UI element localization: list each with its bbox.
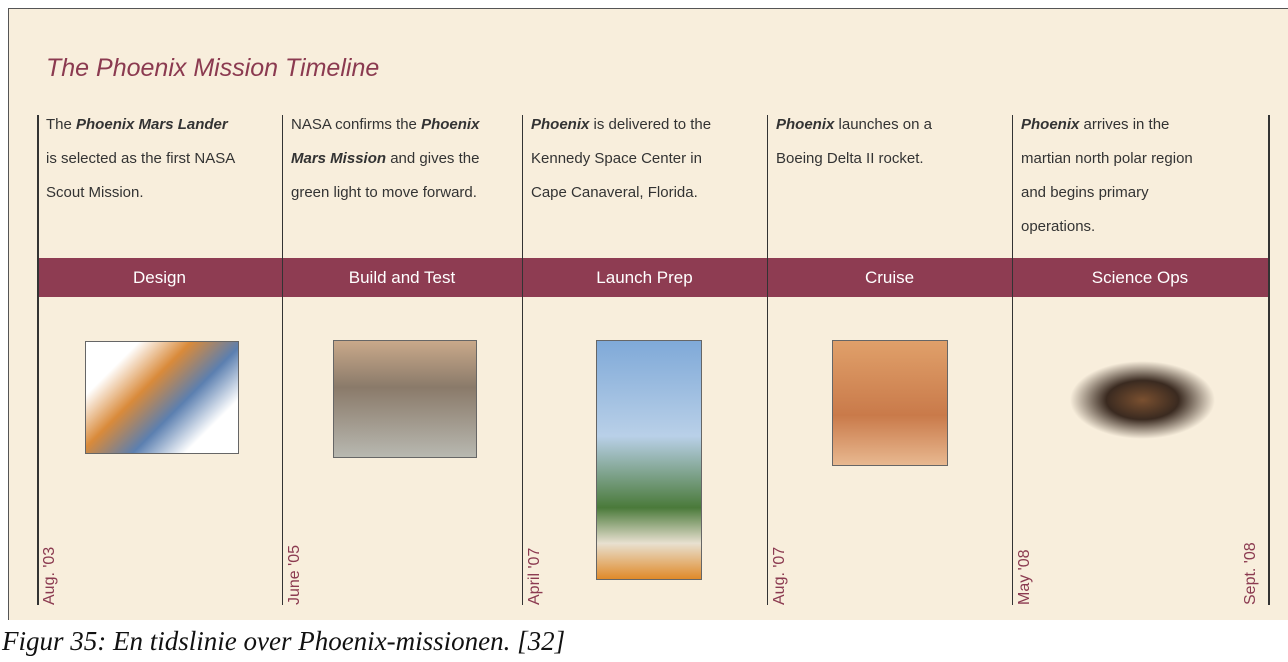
- column-divider: [282, 115, 283, 605]
- photo: [832, 340, 948, 466]
- phase-label: Design: [37, 258, 282, 297]
- description: NASA confirms the Phoenix Mars Mission a…: [291, 108, 486, 210]
- description: The Phoenix Mars Lander is selected as t…: [46, 108, 241, 210]
- description-run: Phoenix: [531, 116, 589, 133]
- date-label: June '05: [286, 545, 304, 605]
- column-divider: [522, 115, 523, 605]
- photo: [596, 340, 702, 580]
- phase-label: Cruise: [767, 258, 1012, 297]
- description-run: arrives in the martian north polar regio…: [1021, 116, 1193, 235]
- column-divider: [37, 115, 39, 605]
- date-label: May '08: [1016, 549, 1034, 605]
- column-divider: [1268, 115, 1270, 605]
- page: The Phoenix Mission Timeline Figur 35: E…: [0, 0, 1288, 662]
- phase-label: Build and Test: [282, 258, 522, 297]
- date-label: April '07: [526, 548, 544, 605]
- date-label: Aug. '03: [41, 547, 59, 605]
- description-run: is selected as the first NASA Scout Miss…: [46, 150, 234, 201]
- description-run: Phoenix: [776, 116, 834, 133]
- date-label: Aug. '07: [771, 547, 789, 605]
- photo: [1040, 345, 1245, 455]
- phase-label: Launch Prep: [522, 258, 767, 297]
- figure-title: The Phoenix Mission Timeline: [46, 54, 379, 83]
- description-run: The: [46, 116, 76, 133]
- description-run: Phoenix Mars Lander: [76, 116, 228, 133]
- photo: [85, 341, 239, 454]
- description: Phoenix arrives in the martian north pol…: [1021, 108, 1216, 244]
- phase-label: Science Ops: [1012, 258, 1268, 297]
- photo: [333, 340, 477, 458]
- description-run: NASA confirms the: [291, 116, 421, 133]
- description-run: Phoenix: [1021, 116, 1079, 133]
- column-divider: [1012, 115, 1013, 605]
- description: Phoenix launches on a Boeing Delta II ro…: [776, 108, 971, 176]
- description: Phoenix is delivered to the Kennedy Spac…: [531, 108, 726, 210]
- caption: Figur 35: En tidslinie over Phoenix-miss…: [2, 626, 565, 657]
- column-divider: [767, 115, 768, 605]
- date-label: Sept. '08: [1242, 542, 1260, 605]
